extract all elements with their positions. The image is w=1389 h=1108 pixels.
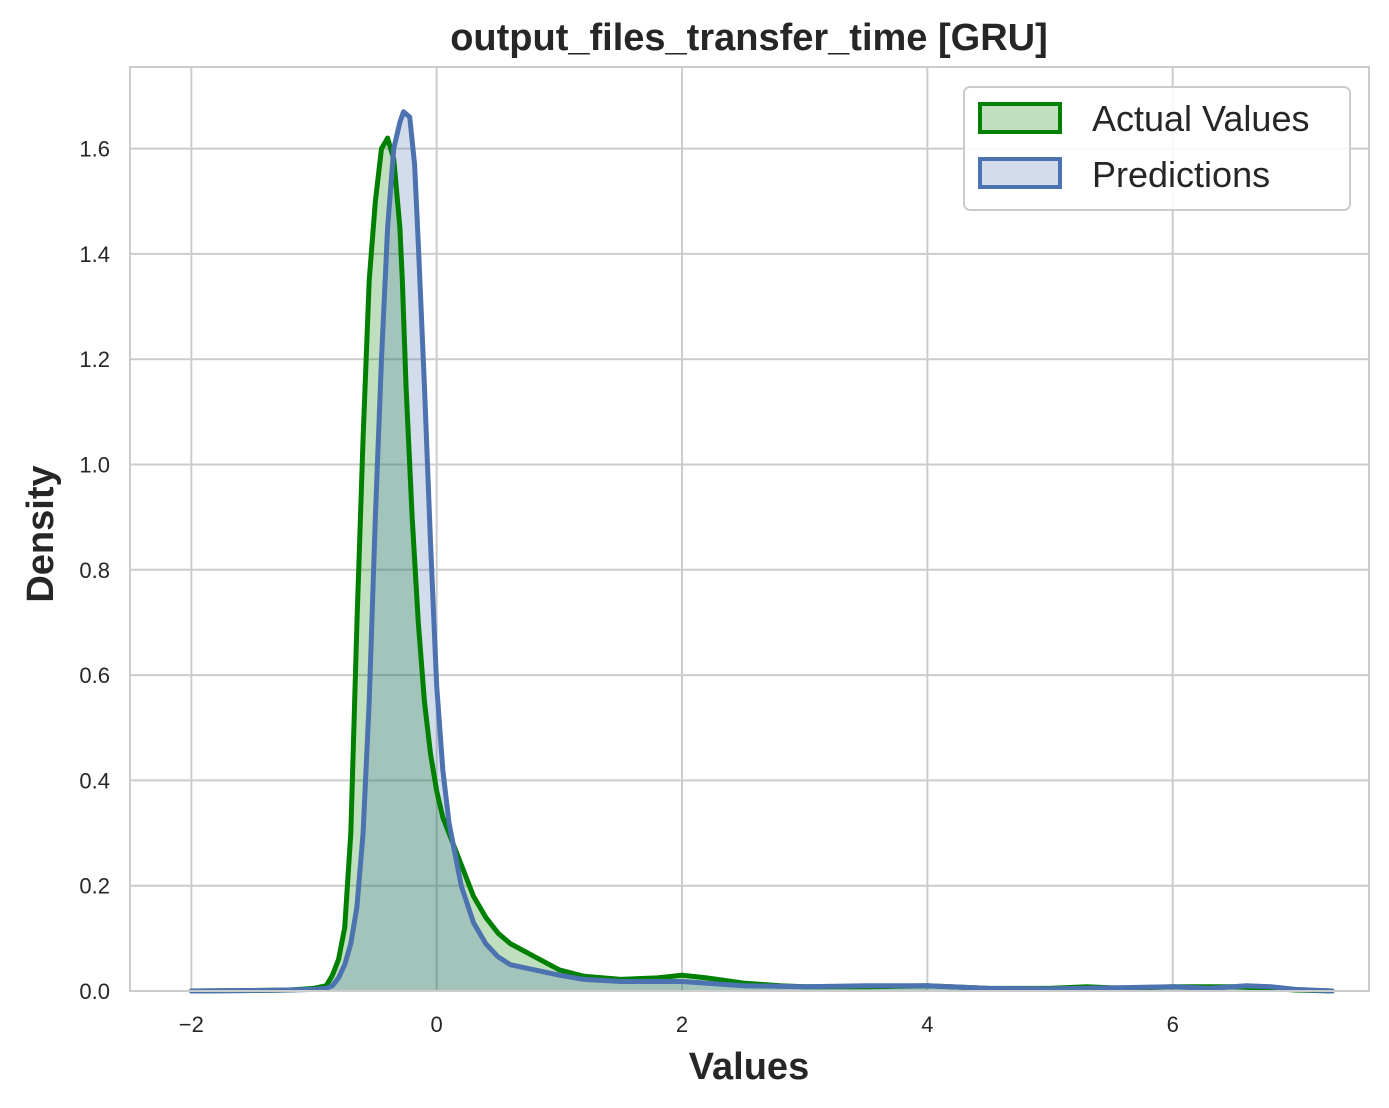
x-tick-label: 0 bbox=[431, 1012, 443, 1037]
y-tick-label: 1.6 bbox=[79, 137, 110, 162]
series-fills bbox=[191, 111, 1333, 991]
y-tick-label: 0.8 bbox=[79, 558, 110, 583]
y-tick-label: 0.2 bbox=[79, 874, 110, 899]
x-tick-label: 6 bbox=[1167, 1012, 1179, 1037]
y-tick-labels: 0.0 0.2 0.4 0.6 0.8 1.0 1.2 1.4 1.6 bbox=[79, 137, 110, 1004]
plot-frame bbox=[129, 66, 1370, 992]
y-tick-label: 0.4 bbox=[79, 768, 110, 793]
y-tick-label: 1.0 bbox=[79, 453, 110, 478]
series-fill-predictions bbox=[191, 111, 1333, 991]
y-axis-label: Density bbox=[20, 465, 62, 602]
x-tick-label: 4 bbox=[921, 1012, 933, 1037]
legend-label-actual: Actual Values bbox=[1092, 98, 1309, 139]
y-tick-label: 0.0 bbox=[79, 979, 110, 1004]
legend-swatch-actual bbox=[978, 102, 1062, 134]
gridlines bbox=[130, 67, 1369, 991]
legend-label-predictions: Predictions bbox=[1092, 154, 1270, 195]
x-tick-labels: −2 0 2 4 6 bbox=[179, 1012, 1179, 1037]
series-line-predictions bbox=[188, 109, 1335, 994]
y-tick-label: 1.4 bbox=[79, 242, 110, 267]
y-tick-label: 0.6 bbox=[79, 663, 110, 688]
x-tick-label: 2 bbox=[676, 1012, 688, 1037]
x-tick-label: −2 bbox=[179, 1012, 204, 1037]
legend-swatch-predictions bbox=[978, 157, 1062, 189]
x-axis-label: Values bbox=[689, 1046, 809, 1088]
series-lines bbox=[188, 109, 1335, 994]
chart-title: output_files_transfer_time [GRU] bbox=[450, 17, 1048, 59]
legend: Actual Values Predictions bbox=[963, 86, 1351, 211]
y-tick-label: 1.2 bbox=[79, 347, 110, 372]
